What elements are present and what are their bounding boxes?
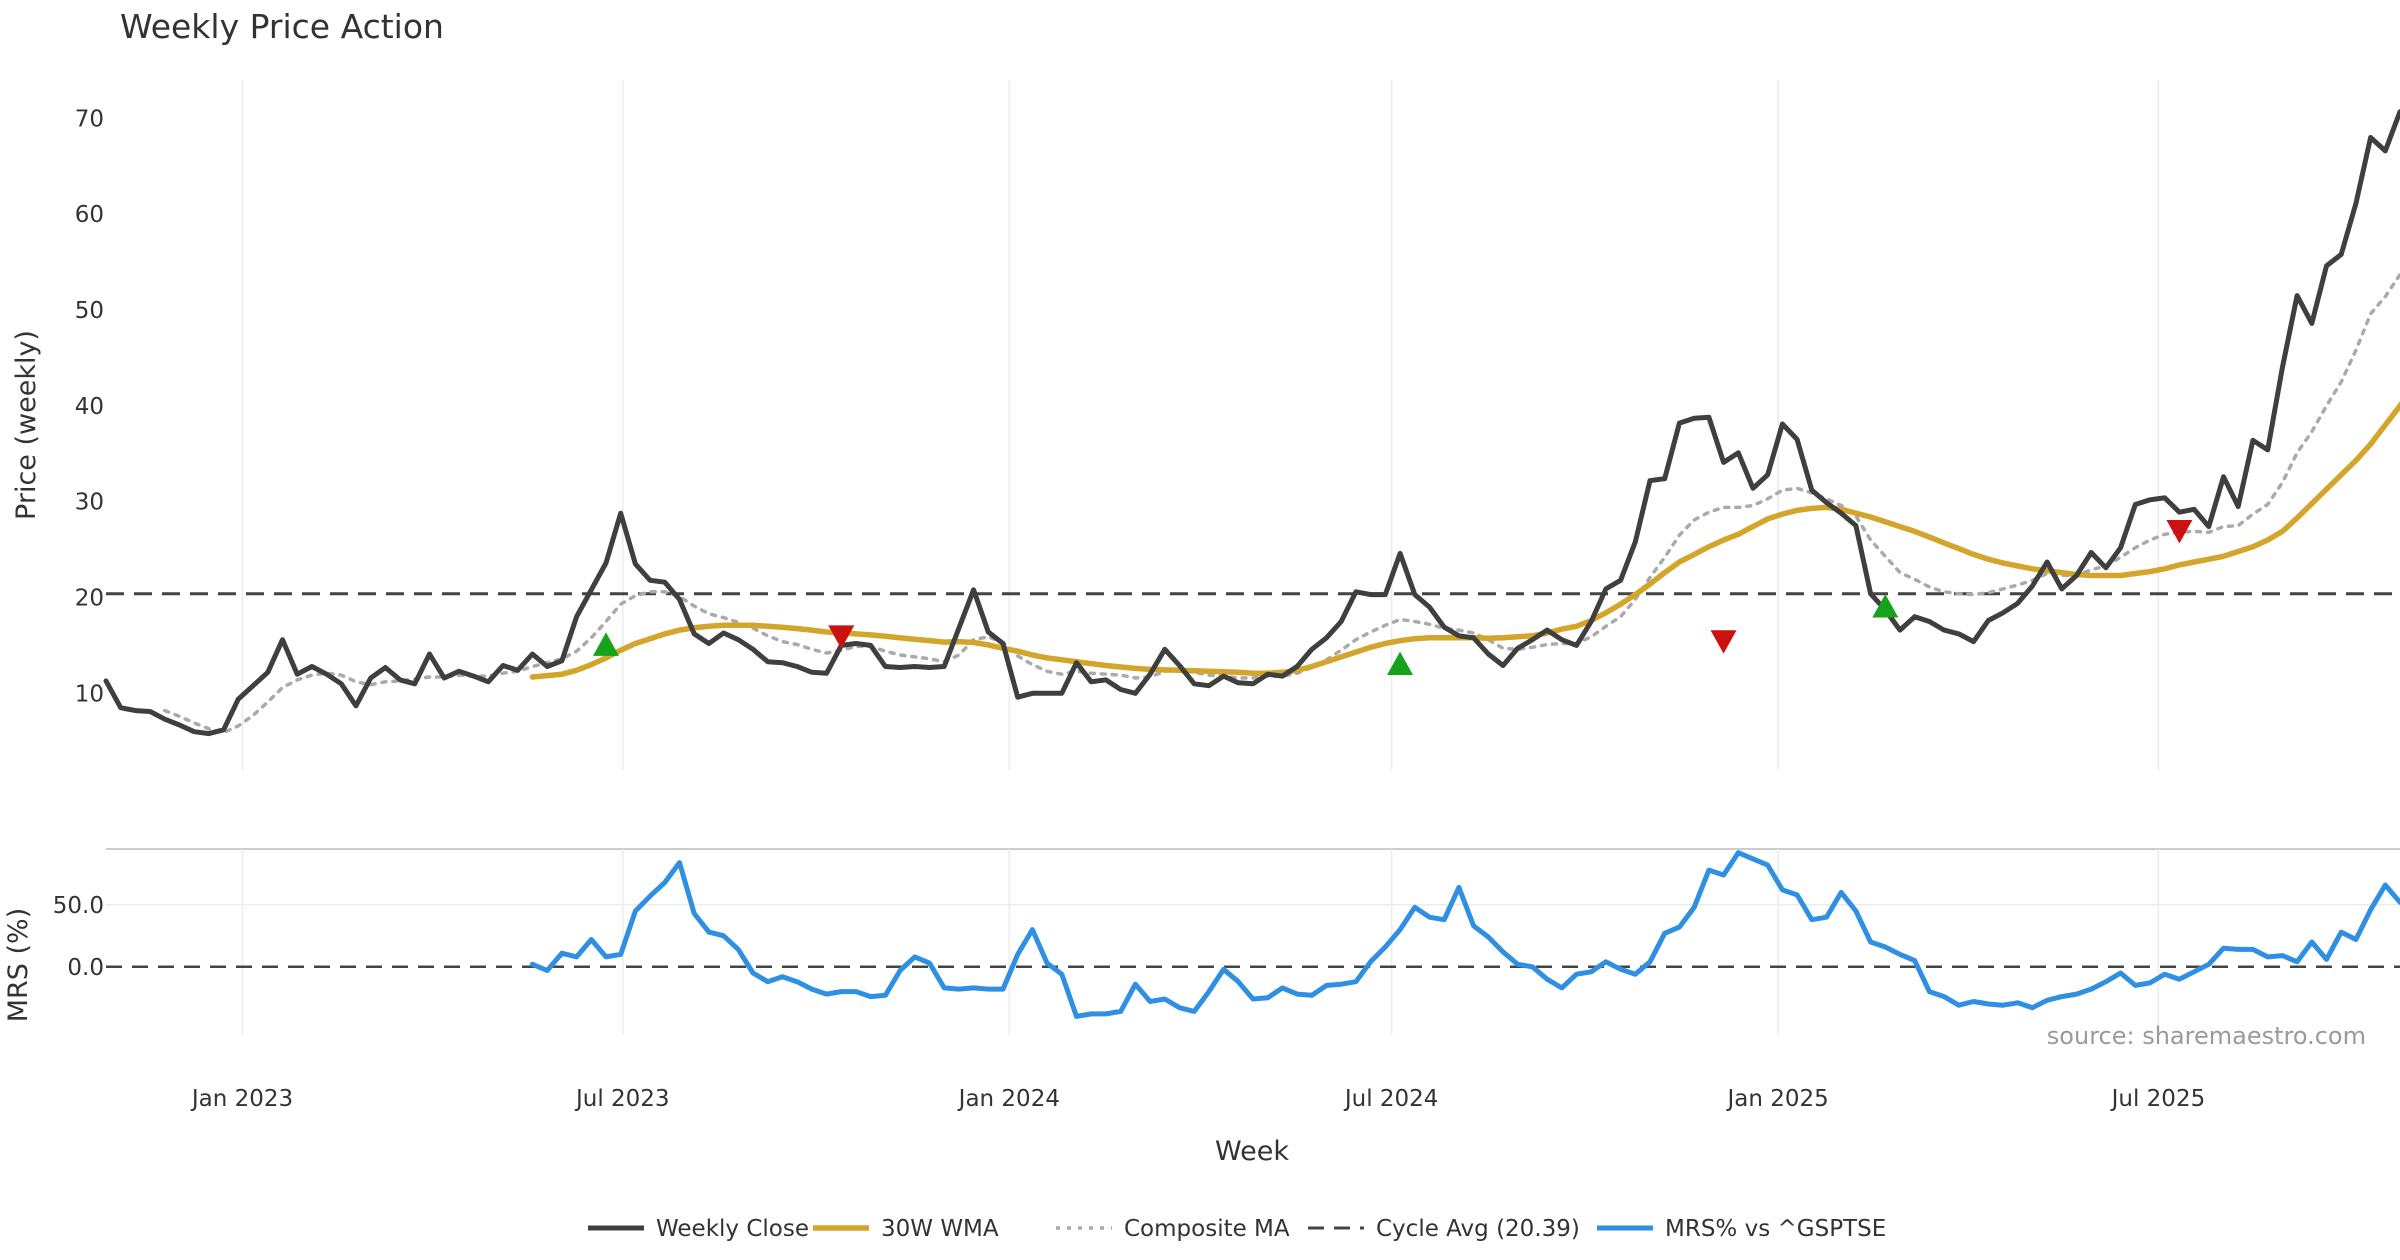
x-tick-label: Jan 2023: [190, 1086, 293, 1112]
mrs-y-tick-label: 0.0: [67, 955, 104, 981]
mrs-y-tick-label: 50.0: [53, 893, 104, 919]
mrs-line: [529, 850, 2400, 1019]
sell-signal-marker: [1710, 630, 1737, 654]
x-axis-ticks: Jan 2023 Jul 2023 Jan 2024 Jul 2024 Jan 2025…: [190, 1086, 2205, 1112]
price-y-axis-label: Price (weekly): [11, 330, 42, 520]
chart-title: Weekly Price Action: [120, 7, 444, 46]
legend-label: MRS% vs ^GSPTSE: [1665, 1216, 1886, 1242]
buy-signal-marker: [1387, 651, 1414, 675]
price-y-tick-label: 70: [75, 106, 104, 132]
price-y-tick-label: 40: [75, 394, 104, 420]
sell-signal-marker: [828, 625, 855, 649]
composite-ma-line: [163, 272, 2400, 735]
price-y-tick-label: 20: [75, 586, 104, 612]
x-tick-label: Jul 2023: [574, 1086, 670, 1112]
price-y-tick-label: 10: [75, 681, 104, 707]
price-y-tick-label: 50: [75, 298, 104, 324]
weekly-close-line: [103, 109, 2400, 737]
price-panel: 10 20 30 40 50 60 70 Price (weekly): [11, 80, 2400, 770]
buy-signal-marker: [1872, 594, 1899, 618]
sell-signal-marker: [2166, 520, 2193, 544]
price-y-ticks: 10 20 30 40 50 60 70: [75, 106, 104, 707]
price-y-tick-label: 30: [75, 490, 104, 516]
price-y-tick-label: 60: [75, 202, 104, 228]
x-tick-label: Jul 2024: [1343, 1086, 1439, 1112]
mrs-y-axis-label: MRS (%): [3, 908, 34, 1023]
x-tick-label: Jan 2024: [957, 1086, 1060, 1112]
mrs-panel: 0.0 50.0 source: sharemaestro.com MRS (%): [3, 848, 2400, 1050]
price-vertical-grid: [241, 80, 2160, 770]
legend-label: Composite MA: [1124, 1216, 1290, 1242]
mrs-y-ticks: 0.0 50.0: [53, 893, 2400, 981]
legend-label: Cycle Avg (20.39): [1376, 1216, 1580, 1242]
legend-label: Weekly Close: [656, 1216, 809, 1242]
x-tick-label: Jul 2025: [2110, 1086, 2206, 1112]
wma-30w-line: [529, 401, 2400, 680]
legend: Weekly Close 30W WMA Composite MA Cycle Avg…: [588, 1216, 1886, 1242]
legend-label: 30W WMA: [881, 1216, 999, 1242]
x-tick-label: Jan 2025: [1726, 1086, 1829, 1112]
source-note: source: sharemaestro.com: [2047, 1022, 2366, 1050]
signal-markers: [592, 520, 2193, 675]
x-axis-label: Week: [1215, 1136, 1289, 1167]
buy-signal-marker: [592, 632, 619, 656]
